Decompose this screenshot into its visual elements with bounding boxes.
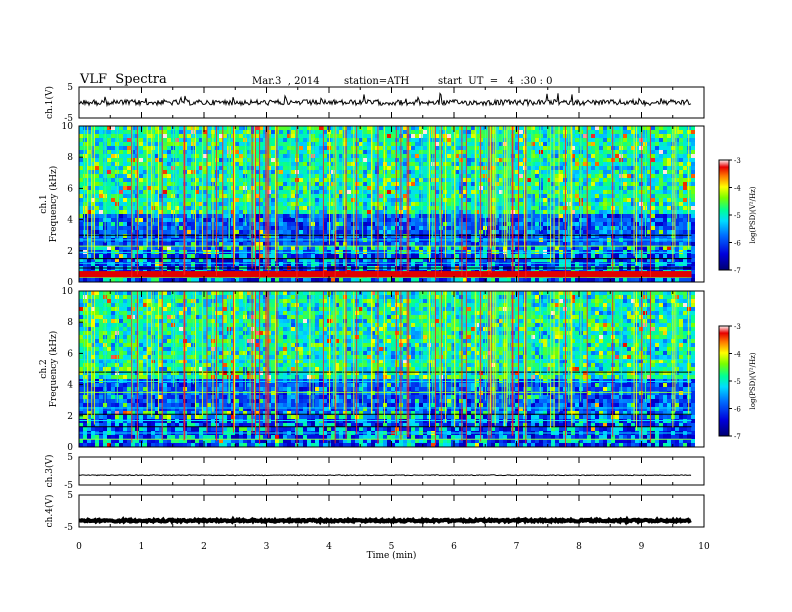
y-tick-label: 10 [62,287,74,297]
colorbar-tick-label: -5 [734,212,741,220]
x-tick-label: 0 [76,542,82,552]
station-label: station=ATH [344,76,410,87]
colorbar-tick-label: -7 [734,433,741,441]
x-tick-label: 3 [264,542,270,552]
colorbar-label: log(PSD)(V²/Hz) [749,352,757,409]
colorbar-tick-label: -4 [734,351,741,359]
panel-2: 10 8 6 4 2 0 ch.1 Frequency (kHz) [39,122,705,288]
y-axis-label: ch.2 [39,359,49,378]
spectrogram-cells [79,291,695,447]
y-tick-label: -5 [64,523,73,533]
waveform-trace [78,474,692,477]
x-tick-label: 7 [514,542,520,552]
y-tick-label: 8 [67,318,73,328]
panel-3: 10 8 6 4 2 0 ch.2 Frequency (kHz) [39,287,705,453]
panel-5: 5 -5 ch.4(V) [44,491,705,533]
colorbar-2: -3 -4 -5 -6 -7 log(PSD)(V²/Hz) [718,323,757,441]
y-tick-label: 5 [67,491,73,501]
x-tick-label: 4 [326,542,332,552]
panel-1: 5 -5 ch.1(V) [44,83,705,124]
y-tick-label: 2 [67,247,73,257]
x-tick-label: 1 [139,542,145,552]
y-tick-label: 4 [67,381,73,391]
x-tick-label: 10 [698,542,710,552]
low-band [79,271,692,278]
waveform-trace [78,92,692,108]
y-axis-label: ch.1(V) [44,86,55,119]
y-tick-label: 0 [67,443,73,453]
waveform-trace [79,515,692,526]
y-tick-label: 6 [67,349,73,359]
y-axis-label: Frequency (kHz) [48,166,59,243]
colorbar-1: -3 -4 -5 -6 -7 log(PSD)(V²/Hz) [718,157,757,275]
y-axis-label: ch.4(V) [44,495,55,528]
colorbar-tick-label: -3 [734,323,741,331]
y-tick-label: 4 [67,216,73,226]
colorbar-tick-label: -4 [734,185,741,193]
y-axis-label: Frequency (kHz) [48,331,59,408]
y-tick-label: 6 [67,184,73,194]
y-tick-label: 5 [67,453,73,463]
y-tick-label: 2 [67,412,73,422]
y-tick-label: -5 [64,481,73,491]
colorbar-tick-label: -7 [734,267,741,275]
start-time-label: start UT = 4 :30 : 0 [438,76,553,87]
x-tick-label: 9 [639,542,645,552]
y-axis-label: ch.1 [39,194,49,213]
x-tick-label: 8 [576,542,582,552]
x-tick-label: 6 [451,542,457,552]
x-tick-label: 5 [389,542,395,552]
y-tick-label: 10 [62,122,74,132]
y-tick-label: 8 [67,153,73,163]
colorbar-label: log(PSD)(V²/Hz) [749,186,757,243]
chart-title: VLF Spectra [80,72,167,87]
y-tick-label: 5 [67,83,73,93]
colorbar-tick-label: -5 [734,378,741,386]
colorbar-tick-label: -6 [734,240,741,248]
x-axis-label: Time (min) [367,550,417,561]
y-tick-label: -5 [64,114,73,124]
panel-4: 5 -5 ch.3(V) [44,453,705,491]
y-axis-label: ch.3(V) [44,455,55,488]
date-label: Mar.3 , 2014 [252,76,320,87]
x-tick-label: 2 [201,542,207,552]
colorbar-tick-label: -6 [734,406,741,414]
colorbar-tick-label: -3 [734,157,741,165]
y-tick-label: 0 [67,278,73,288]
